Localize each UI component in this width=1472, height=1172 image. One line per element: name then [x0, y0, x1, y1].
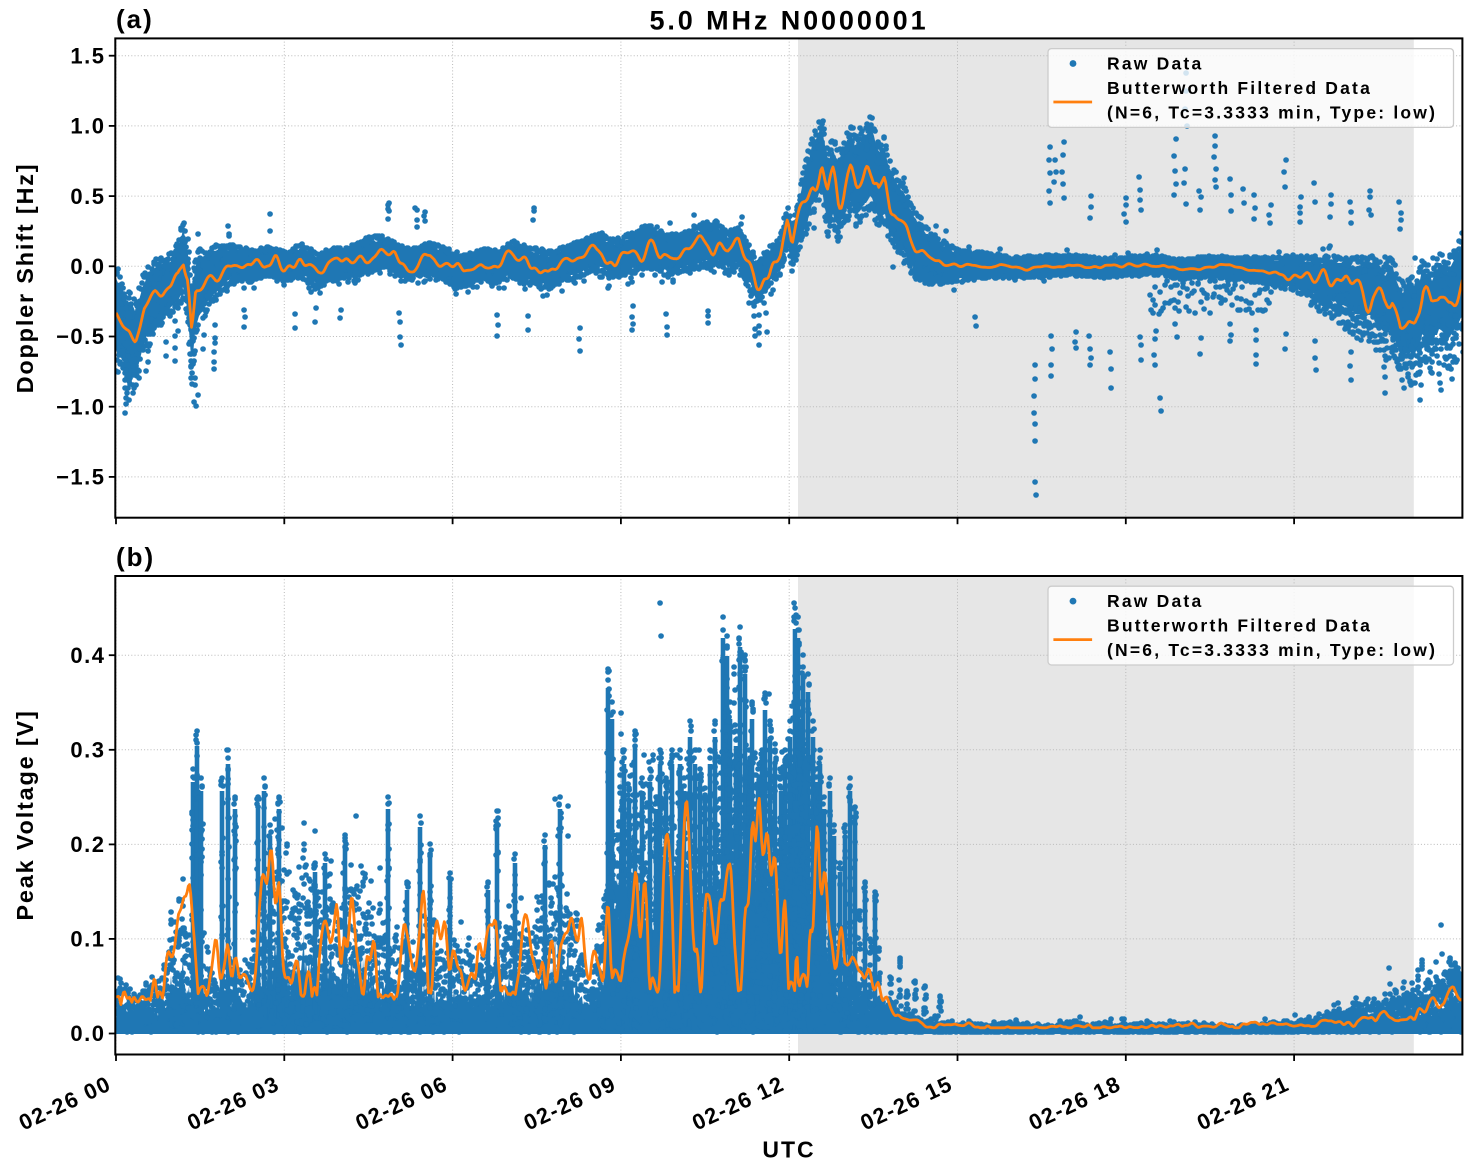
svg-text:(N=6, Tc=3.3333 min, Type: low: (N=6, Tc=3.3333 min, Type: low)	[1107, 640, 1437, 660]
svg-text:Peak Voltage [V]: Peak Voltage [V]	[12, 709, 38, 920]
svg-text:Butterworth Filtered Data: Butterworth Filtered Data	[1107, 616, 1372, 636]
svg-text:0.0: 0.0	[70, 254, 105, 279]
svg-text:(b): (b)	[116, 542, 155, 572]
svg-text:−0.5: −0.5	[56, 324, 105, 349]
svg-text:Doppler Shift [Hz]: Doppler Shift [Hz]	[12, 163, 38, 394]
svg-text:0.5: 0.5	[70, 184, 105, 209]
svg-text:(N=6, Tc=3.3333 min, Type: low: (N=6, Tc=3.3333 min, Type: low)	[1107, 103, 1437, 123]
svg-text:UTC: UTC	[762, 1136, 815, 1162]
svg-text:Raw Data: Raw Data	[1107, 591, 1203, 611]
svg-text:−1.5: −1.5	[56, 465, 105, 490]
svg-text:(a): (a)	[116, 4, 154, 34]
svg-text:Raw Data: Raw Data	[1107, 54, 1203, 74]
svg-text:0.1: 0.1	[70, 927, 105, 952]
svg-text:0.0: 0.0	[70, 1021, 105, 1046]
svg-text:−1.0: −1.0	[56, 394, 105, 419]
svg-text:5.0 MHz N0000001: 5.0 MHz N0000001	[649, 6, 928, 36]
svg-text:0.3: 0.3	[70, 738, 105, 763]
svg-text:1.5: 1.5	[70, 43, 105, 68]
svg-text:1.0: 1.0	[70, 114, 105, 139]
svg-text:Butterworth Filtered Data: Butterworth Filtered Data	[1107, 78, 1372, 98]
svg-text:0.4: 0.4	[70, 643, 105, 668]
svg-text:0.2: 0.2	[70, 832, 105, 857]
